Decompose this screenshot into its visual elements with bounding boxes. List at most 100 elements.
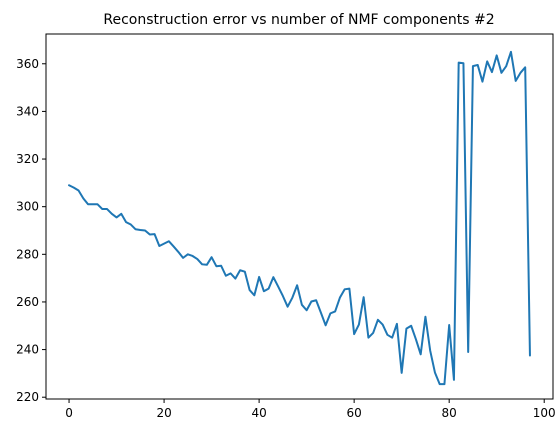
data-point xyxy=(196,258,198,260)
data-point xyxy=(263,290,265,292)
data-point xyxy=(462,62,464,64)
y-tick-label: 340 xyxy=(16,104,39,118)
data-point xyxy=(111,213,113,215)
data-point xyxy=(87,203,89,205)
data-point xyxy=(144,229,146,231)
y-tick-label: 260 xyxy=(16,295,39,309)
data-point xyxy=(97,203,99,205)
data-point xyxy=(135,228,137,230)
data-point xyxy=(481,81,483,83)
data-point xyxy=(405,328,407,330)
data-point xyxy=(277,285,279,287)
data-point xyxy=(320,312,322,314)
data-point xyxy=(215,265,217,267)
data-point xyxy=(163,243,165,245)
data-point xyxy=(291,297,293,299)
data-point xyxy=(201,263,203,265)
series-line xyxy=(68,50,531,386)
data-point xyxy=(486,60,488,62)
data-point xyxy=(353,333,355,335)
chart-title: Reconstruction error vs number of NMF co… xyxy=(103,12,494,28)
data-point xyxy=(491,71,493,73)
x-tick-label: 20 xyxy=(156,406,171,420)
data-point xyxy=(182,257,184,259)
data-point xyxy=(410,325,412,327)
y-axis: 220 240 260 280 300 320 340 360 xyxy=(16,57,46,404)
data-point xyxy=(382,324,384,326)
data-point xyxy=(325,324,327,326)
data-point xyxy=(443,383,445,385)
data-point xyxy=(310,300,312,302)
data-point xyxy=(363,296,365,298)
data-point xyxy=(187,253,189,255)
data-point xyxy=(116,216,118,218)
data-point xyxy=(173,245,175,247)
data-point xyxy=(386,334,388,336)
data-point xyxy=(125,221,127,223)
x-tick-label: 40 xyxy=(251,406,266,420)
y-tick-label: 240 xyxy=(16,343,39,357)
data-point xyxy=(524,66,526,68)
y-tick-label: 320 xyxy=(16,152,39,166)
data-point xyxy=(500,72,502,74)
data-point xyxy=(348,288,350,290)
data-point xyxy=(234,278,236,280)
data-point xyxy=(467,351,469,353)
y-tick-label: 220 xyxy=(16,390,39,404)
data-point xyxy=(301,304,303,306)
data-point xyxy=(258,276,260,278)
data-point xyxy=(439,383,441,385)
data-point xyxy=(192,255,194,257)
data-point xyxy=(68,184,70,186)
data-point xyxy=(206,264,208,266)
data-point xyxy=(496,54,498,56)
data-point xyxy=(529,355,531,357)
data-point xyxy=(139,229,141,231)
data-point xyxy=(168,240,170,242)
data-point xyxy=(415,338,417,340)
data-point xyxy=(92,203,94,205)
data-point xyxy=(225,275,227,277)
data-point xyxy=(149,234,151,236)
data-point xyxy=(401,372,403,374)
data-point xyxy=(505,65,507,67)
x-axis: 0 20 40 60 80 100 xyxy=(65,399,556,420)
data-point xyxy=(272,276,274,278)
data-point xyxy=(367,337,369,339)
data-point xyxy=(458,62,460,64)
data-point xyxy=(344,288,346,290)
data-point xyxy=(106,208,108,210)
data-point xyxy=(391,337,393,339)
x-tick-label: 80 xyxy=(442,406,457,420)
data-point xyxy=(420,353,422,355)
data-point xyxy=(177,251,179,253)
data-point xyxy=(306,309,308,311)
data-point xyxy=(101,208,103,210)
data-point xyxy=(472,65,474,67)
data-point xyxy=(154,233,156,235)
data-point xyxy=(244,271,246,273)
data-point xyxy=(448,324,450,326)
data-point xyxy=(519,72,521,74)
data-point xyxy=(82,197,84,199)
y-tick-label: 280 xyxy=(16,247,39,261)
data-point xyxy=(358,324,360,326)
data-point xyxy=(377,319,379,321)
data-point xyxy=(130,224,132,226)
data-point xyxy=(429,350,431,352)
data-point xyxy=(253,294,255,296)
data-point xyxy=(230,272,232,274)
data-point xyxy=(315,299,317,301)
data-point xyxy=(434,371,436,373)
data-point xyxy=(515,80,517,82)
data-point xyxy=(510,51,512,53)
data-point xyxy=(329,312,331,314)
data-point xyxy=(477,64,479,66)
data-point xyxy=(73,187,75,189)
data-point xyxy=(424,316,426,318)
data-point xyxy=(268,288,270,290)
data-point xyxy=(287,306,289,308)
